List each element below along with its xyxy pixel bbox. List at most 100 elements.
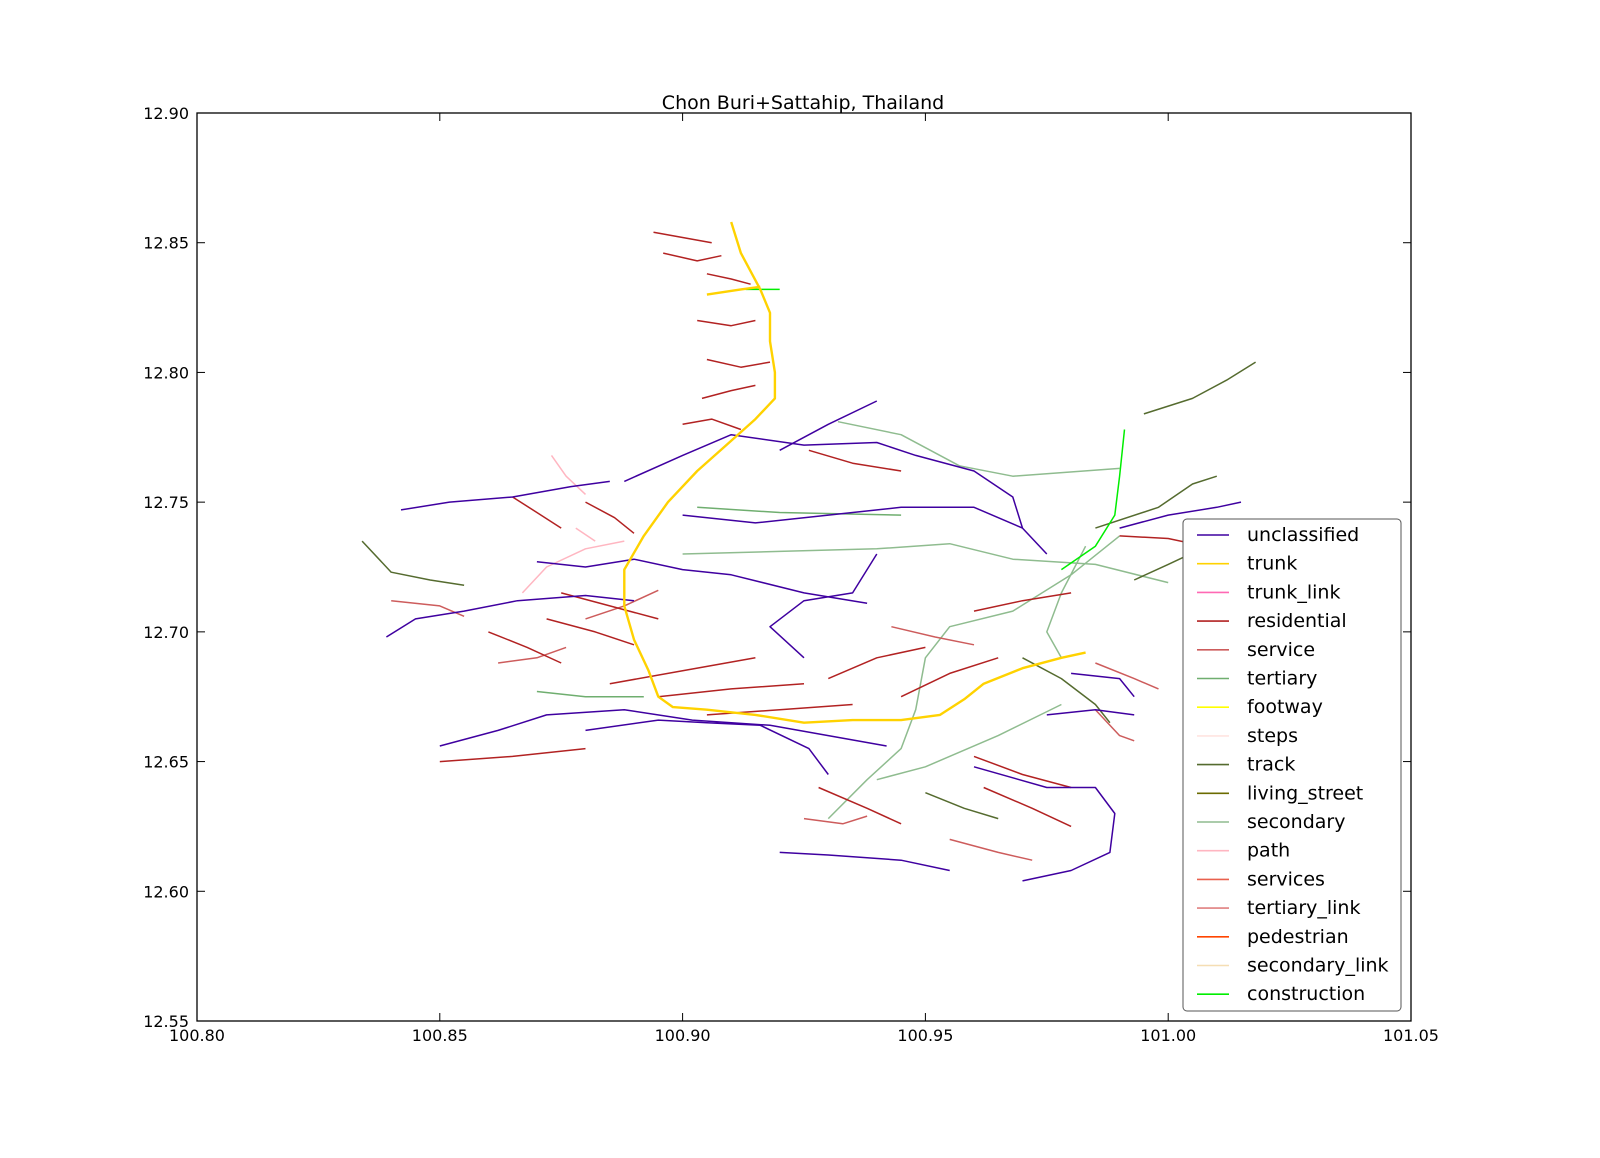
residential-road-line	[653, 231, 712, 244]
service-road-line	[1095, 662, 1159, 690]
x-tick-label: 101.05	[1383, 1026, 1439, 1045]
legend-label: pedestrian	[1247, 926, 1349, 948]
legend-label: tertiary	[1247, 668, 1317, 690]
legend-label: track	[1247, 754, 1295, 776]
track-road-line	[1143, 361, 1256, 415]
track-road-line	[925, 792, 999, 820]
path-road-line	[575, 527, 596, 542]
secondary-road-line	[1046, 545, 1087, 659]
unclassified-road-line	[585, 719, 829, 775]
residential-road-line	[439, 747, 586, 763]
legend-label: services	[1247, 868, 1325, 890]
unclassified-road-line	[682, 506, 1023, 529]
residential-road-line	[706, 703, 853, 716]
legend-label: secondary	[1247, 811, 1345, 833]
x-tick-label: 101.00	[1140, 1026, 1196, 1045]
legend-label: trunk	[1247, 553, 1297, 575]
legend-box	[1182, 518, 1402, 1012]
track-road-line	[1095, 475, 1218, 529]
plot-frame	[196, 112, 1412, 1022]
residential-road-line	[488, 631, 562, 664]
residential-road-line	[546, 618, 635, 646]
legend-label: tertiary_link	[1247, 897, 1360, 919]
y-tick-label: 12.65	[143, 753, 189, 772]
y-tick-label: 12.80	[143, 363, 189, 382]
unclassified-road-line	[400, 480, 610, 511]
residential-road-line	[973, 755, 1072, 789]
legend-label: service	[1247, 639, 1315, 661]
service-road-line	[585, 589, 659, 620]
residential-road-line	[828, 646, 926, 680]
service-road-line	[1094, 709, 1135, 742]
x-tick-label: 100.95	[897, 1026, 953, 1045]
y-tick-label: 12.90	[143, 104, 189, 123]
y-axis: 12.55 12.60 12.65 12.70 12.75 12.80 12.85 12.90	[143, 104, 1411, 1031]
y-tick-label: 12.75	[143, 493, 189, 512]
unclassified-road-line	[536, 558, 868, 605]
unclassified-road-line	[439, 708, 887, 747]
x-tick-label: 100.90	[655, 1026, 711, 1045]
path-road-line	[550, 454, 587, 495]
service-road-line	[498, 646, 567, 664]
y-tick-label: 12.55	[143, 1012, 189, 1031]
x-tick-label: 100.85	[412, 1026, 468, 1045]
legend-label: construction	[1247, 983, 1365, 1005]
residential-road-line	[818, 786, 902, 825]
residential-road-line	[697, 319, 756, 327]
residential-road-line	[900, 657, 999, 698]
plot-area	[361, 221, 1256, 882]
unclassified-road-line	[386, 594, 635, 638]
residential-road-line	[512, 496, 562, 529]
legend-label: trunk_link	[1247, 581, 1340, 603]
unclassified-road-line	[973, 766, 1116, 882]
secondary-road-line	[827, 535, 1121, 820]
service-road-line	[891, 625, 975, 646]
x-axis: 100.80 100.85 100.90 100.95 101.00 101.05	[169, 113, 1439, 1045]
residential-road-line	[682, 418, 742, 431]
legend-label: steps	[1247, 725, 1298, 747]
tertiary-road-line	[536, 690, 644, 698]
y-tick-label: 12.70	[143, 623, 189, 642]
unclassified-road-line	[1071, 672, 1135, 698]
legend-label: footway	[1247, 696, 1323, 718]
legend: unclassified trunk trunk_link residential se…	[1182, 518, 1402, 1012]
legend-label: path	[1247, 840, 1290, 862]
legend-label: residential	[1247, 610, 1347, 632]
x-tick-label: 100.80	[169, 1026, 225, 1045]
trunk-road-line	[706, 285, 761, 296]
legend-label: living_street	[1247, 782, 1363, 804]
construction-road-line	[1060, 429, 1126, 571]
y-tick-label: 12.60	[143, 882, 189, 901]
residential-road-line	[706, 358, 771, 368]
residential-road-line	[973, 592, 1072, 612]
residential-road-line	[808, 449, 902, 472]
residential-road-line	[609, 657, 756, 685]
legend-label: secondary_link	[1247, 955, 1389, 977]
residential-road-line	[706, 273, 751, 285]
legend-label: unclassified	[1247, 524, 1359, 546]
unclassified-road-line	[1046, 708, 1135, 716]
secondary-road-line	[682, 542, 1169, 584]
residential-road-line	[663, 252, 722, 262]
residential-road-line	[658, 682, 805, 698]
residential-road-line	[701, 384, 756, 400]
residential-road-line	[983, 786, 1072, 828]
service-road-line	[803, 815, 868, 825]
track-road-line	[361, 540, 465, 586]
secondary-road-line	[876, 703, 1062, 781]
tertiary-road-line	[697, 506, 902, 516]
service-road-line	[391, 599, 465, 617]
residential-road-line	[585, 501, 635, 534]
service-road-line	[949, 838, 1033, 861]
path-road-line	[521, 540, 625, 594]
unclassified-road-line	[1119, 501, 1242, 529]
secondary-road-line	[837, 420, 1120, 477]
y-tick-label: 12.85	[143, 234, 189, 253]
chart-title: Chon Buri+Sattahip, Thailand	[662, 92, 944, 114]
unclassified-road-line	[623, 433, 1048, 555]
unclassified-road-line	[779, 851, 950, 872]
track-road-line	[1022, 657, 1111, 724]
residential-road-line	[561, 592, 659, 620]
unclassified-road-line	[769, 553, 878, 659]
